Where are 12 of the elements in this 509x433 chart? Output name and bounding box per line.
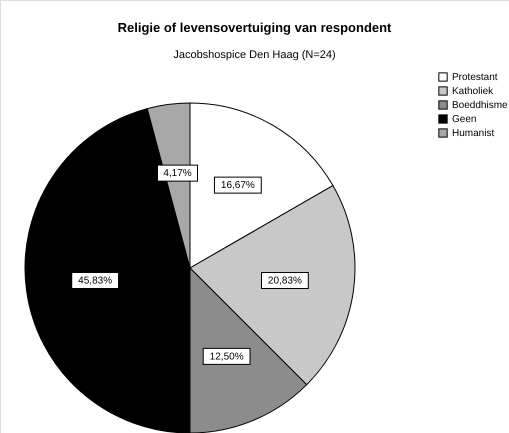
data-label: 4,17% — [163, 168, 192, 180]
legend-label: Geen — [452, 114, 476, 125]
data-label: 20,83% — [268, 276, 302, 286]
legend-label: Protestant — [452, 72, 498, 83]
legend-label: Katholiek — [452, 86, 494, 97]
data-label: 16,67% — [220, 180, 255, 192]
legend-label: Boeddhisme — [452, 100, 508, 111]
chart-subtitle: Jacobshospice Den Haag (N=24) — [173, 49, 336, 61]
legend-label: Humanist — [452, 128, 494, 139]
data-label: 12,50% — [210, 351, 244, 362]
chart-title: Religie of levensovertuiging van respondent — [118, 20, 392, 35]
data-label: 45,83% — [78, 276, 112, 286]
